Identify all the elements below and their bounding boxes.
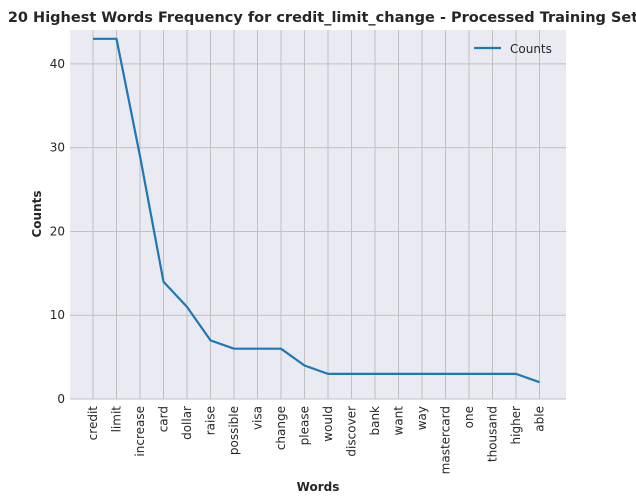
legend-label: Counts [510,42,552,56]
y-tick-label: 10 [50,308,65,322]
y-tick-label: 20 [50,224,65,238]
x-tick-label: thousand [486,406,500,462]
x-tick-label: higher [509,406,523,445]
plot-area [70,30,566,399]
y-axis-ticks: 0 10 20 30 40 [50,57,65,406]
grid [70,30,566,400]
x-tick-label: able [533,406,547,432]
x-tick-label: change [274,406,288,450]
y-axis-label: Counts [30,190,44,237]
x-tick-label: please [298,406,312,445]
legend: Counts [474,42,552,56]
x-tick-label: way [415,406,429,430]
y-tick-label: 30 [50,141,65,155]
x-tick-label: credit [86,406,100,441]
x-tick-label: visa [251,406,265,430]
x-tick-label: want [392,406,406,436]
x-tick-label: raise [204,406,218,435]
x-axis-ticks: credit limit increase card dollar raise possib… [86,406,547,475]
x-tick-label: bank [368,406,382,436]
x-tick-label: possible [227,406,241,455]
chart-title: 20 Highest Words Frequency for credit_li… [8,10,636,26]
x-tick-label: one [462,406,476,428]
x-tick-label: discover [345,406,359,457]
y-tick-label: 40 [50,57,65,71]
x-tick-label: would [321,406,335,442]
x-tick-label: limit [110,406,124,433]
x-axis-label: Words [297,480,340,494]
x-tick-label: dollar [180,406,194,440]
series-line-counts [93,37,540,384]
x-tick-label: increase [133,406,147,457]
x-tick-label: card [157,406,171,432]
y-tick-label: 0 [57,392,65,406]
x-tick-label: mastercard [439,406,453,474]
